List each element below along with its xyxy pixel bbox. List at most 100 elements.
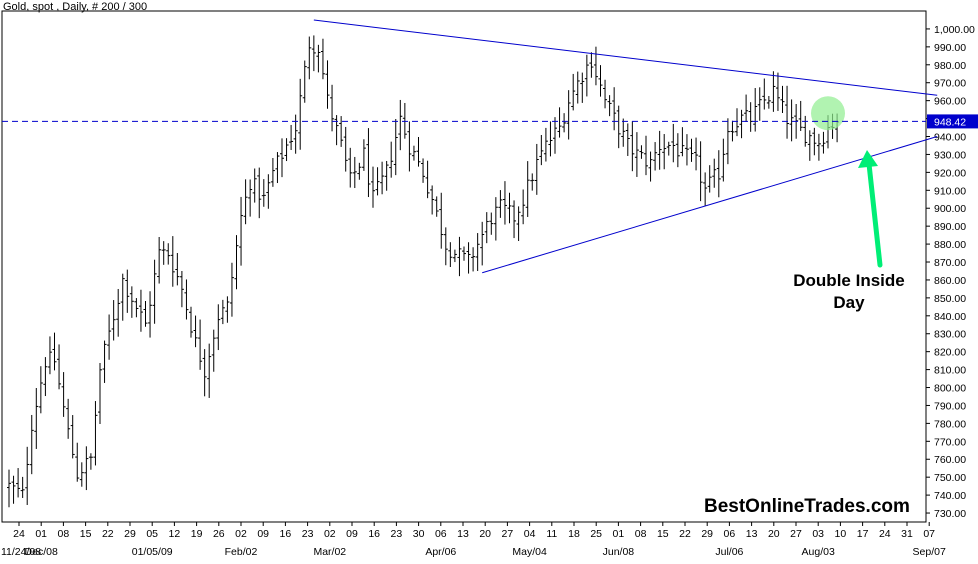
ohlc-bars xyxy=(7,35,840,508)
ohlc-bar xyxy=(184,279,189,320)
ohlc-bar xyxy=(20,476,25,498)
ohlc-bar xyxy=(334,115,339,146)
ohlc-bar xyxy=(771,71,776,112)
ohlc-bar xyxy=(653,142,658,171)
y-tick-label: 940.00 xyxy=(934,132,966,144)
ohlc-bar xyxy=(521,189,526,225)
x-tick-label: 24 xyxy=(13,528,25,540)
x-tick-label: 30 xyxy=(413,528,425,540)
x-tick-label: 29 xyxy=(124,528,136,540)
y-tick-label: 850.00 xyxy=(934,293,966,305)
ohlc-bar xyxy=(202,349,207,397)
y-tick-label: 960.00 xyxy=(934,96,966,108)
ohlc-bar xyxy=(725,118,730,165)
ohlc-bar xyxy=(662,134,667,170)
plot-frame xyxy=(1,10,927,523)
ohlc-bar xyxy=(471,247,476,272)
ohlc-bar xyxy=(543,127,548,162)
x-tick-label: 27 xyxy=(502,528,514,540)
x-tick-label: 17 xyxy=(857,528,869,540)
ohlc-bar xyxy=(157,237,162,284)
x-tick-label: 16 xyxy=(280,528,292,540)
ohlc-bar xyxy=(325,60,330,109)
ohlc-bar xyxy=(16,468,21,498)
y-tick-label: 970.00 xyxy=(934,78,966,90)
ohlc-bar xyxy=(512,200,517,239)
ohlc-bar xyxy=(798,100,803,132)
ohlc-bar xyxy=(680,127,685,157)
x-tick-label: 02 xyxy=(324,528,336,540)
x-tick-label: 23 xyxy=(302,528,314,540)
x-tick-label: 08 xyxy=(635,528,647,540)
ohlc-bar xyxy=(584,54,589,97)
y-tick-label: 890.00 xyxy=(934,221,966,233)
ohlc-bar xyxy=(220,299,225,325)
ohlc-bar xyxy=(84,446,89,491)
ohlc-bar xyxy=(343,126,348,172)
ohlc-bar xyxy=(29,414,34,475)
ohlc-bar xyxy=(816,133,821,161)
ohlc-bar xyxy=(143,300,148,327)
ohlc-bar xyxy=(766,96,771,109)
trendline xyxy=(313,19,938,96)
x-month-label: Dec/08 xyxy=(25,546,58,558)
ohlc-bar xyxy=(589,52,594,78)
x-tick-label: 18 xyxy=(568,528,580,540)
ohlc-bar xyxy=(402,102,407,139)
ohlc-bar xyxy=(88,453,93,470)
ohlc-bar xyxy=(712,158,717,188)
ohlc-bar xyxy=(270,157,275,187)
ohlc-bar xyxy=(166,243,171,265)
x-month-label: 11/24/08 xyxy=(1,546,41,558)
y-tick-label: 1,000.00 xyxy=(934,24,975,36)
ohlc-bar xyxy=(102,340,107,383)
ohlc-bar xyxy=(593,46,598,86)
ohlc-bar xyxy=(630,121,635,172)
ohlc-bar xyxy=(466,242,471,274)
ohlc-bar xyxy=(170,236,175,287)
x-tick-label: 07 xyxy=(923,528,935,540)
ohlc-bar xyxy=(707,165,712,193)
ohlc-bar xyxy=(57,344,62,390)
x-tick-label: 22 xyxy=(679,528,691,540)
ohlc-bar xyxy=(684,134,689,166)
ohlc-bar xyxy=(603,79,608,109)
ohlc-bar xyxy=(239,196,244,266)
ohlc-bar xyxy=(553,117,557,154)
ohlc-bar xyxy=(493,197,498,241)
annotation-double-inside-day: Double Inside Day xyxy=(782,270,916,314)
ohlc-bar xyxy=(785,85,790,139)
x-tick-label: 10 xyxy=(835,528,847,540)
ohlc-bar xyxy=(134,298,139,318)
ohlc-bar xyxy=(148,291,153,338)
ohlc-bar xyxy=(225,296,230,323)
current-price-badge xyxy=(927,114,978,129)
ohlc-bar xyxy=(753,88,758,132)
ohlc-bar xyxy=(280,138,284,178)
ohlc-bar xyxy=(398,99,403,151)
ohlc-bar xyxy=(671,123,676,163)
ohlc-bar xyxy=(571,73,576,111)
ohlc-bar xyxy=(348,147,353,188)
ohlc-bar xyxy=(339,116,344,147)
ohlc-bar xyxy=(43,357,48,397)
ohlc-bar xyxy=(366,128,371,198)
ohlc-bar xyxy=(266,174,271,209)
x-tick-label: 15 xyxy=(657,528,669,540)
ohlc-bar xyxy=(93,401,98,466)
ohlc-bar xyxy=(502,181,507,225)
ohlc-bar xyxy=(34,388,39,449)
x-tick-label: 01 xyxy=(613,528,625,540)
x-month-label: Jul/06 xyxy=(715,546,743,558)
ohlc-bar xyxy=(489,212,494,235)
ohlc-bar xyxy=(807,130,812,161)
ohlc-bar xyxy=(61,372,66,417)
x-tick-label: 13 xyxy=(457,528,469,540)
ohlc-bar xyxy=(484,212,489,244)
ohlc-bar xyxy=(689,138,694,162)
y-tick-label: 800.00 xyxy=(934,383,966,395)
ohlc-bar xyxy=(780,85,785,113)
x-month-label: Jun/08 xyxy=(603,546,635,558)
x-tick-label: 27 xyxy=(790,528,802,540)
